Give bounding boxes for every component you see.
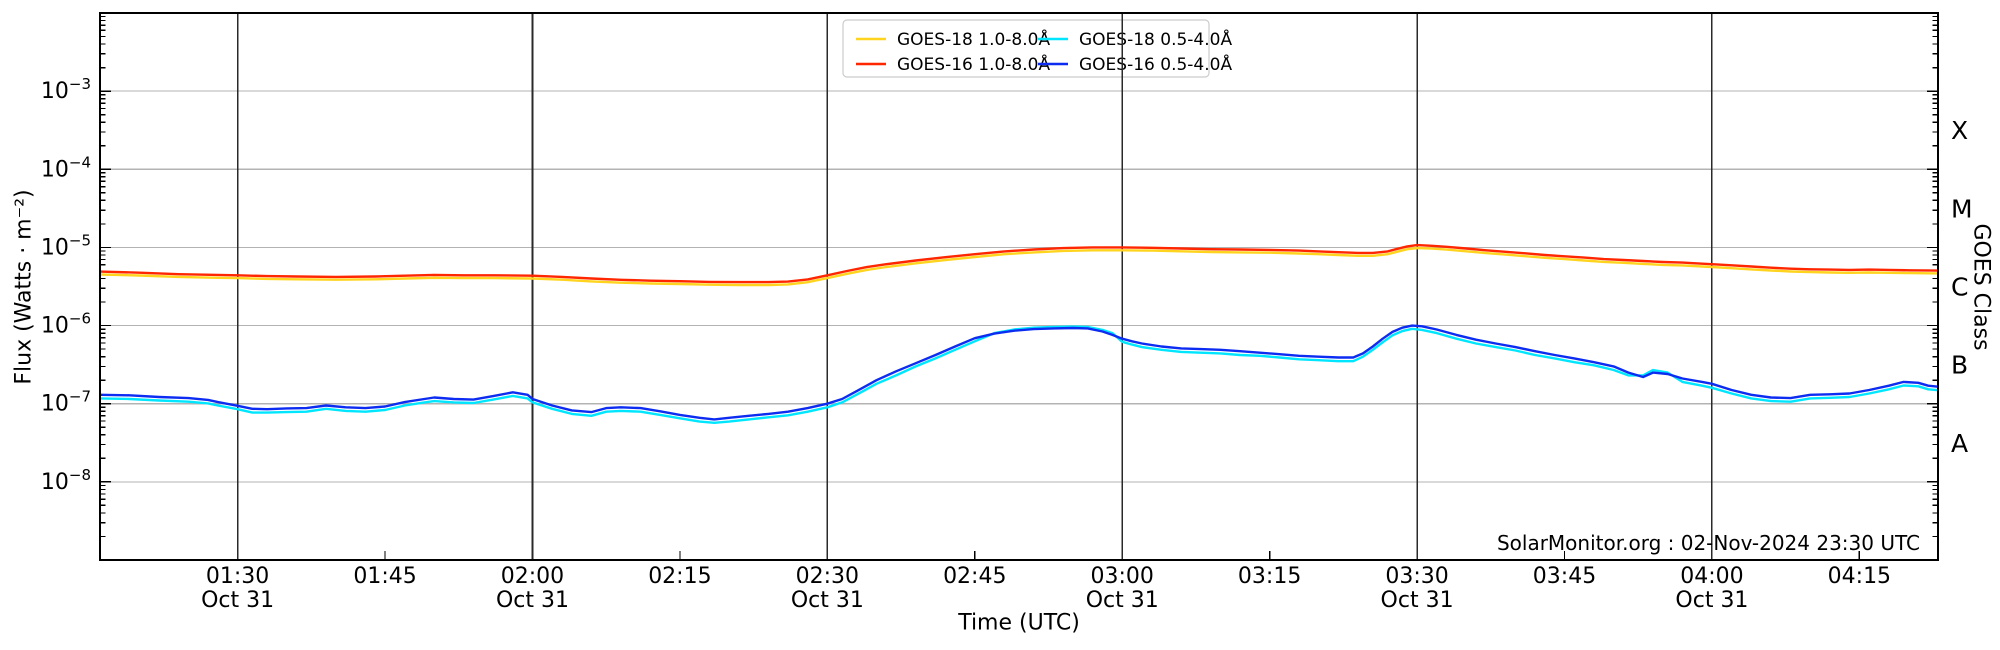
x-tick-date-02:00: Oct 31 [496,588,569,613]
legend-label: GOES-16 0.5-4.0Å [1079,53,1232,75]
goes-class-M: M [1951,194,1973,223]
y-axis-label: Flux (Watts · m⁻²) [11,189,37,385]
legend-label: GOES-18 0.5-4.0Å [1079,28,1232,50]
x-tick-label-01:45: 01:45 [353,564,416,589]
x-tick-label-04:15: 04:15 [1828,564,1891,589]
curve-GOES-18-1.0-8.0Å [100,246,1938,287]
x-tick-label-03:15: 03:15 [1238,564,1301,589]
y-tick-label-1e-5: 10−5 [41,231,91,260]
plot-frame [99,12,1939,561]
y-tick-label-1e-6: 10−6 [41,310,91,339]
x-tick-label-02:30: 02:30 [796,564,859,589]
x-tick-date-01:30: Oct 31 [201,588,274,613]
decade-gridlines [100,90,1938,483]
legend-entry-0: GOES-18 1.0-8.0Å [856,28,1050,50]
x-tick-date-03:00: Oct 31 [1086,588,1159,613]
x-tick-label-04:00: 04:00 [1680,564,1743,589]
x-tick-date-04:00: Oct 31 [1675,588,1748,613]
half-hour-gridlines [236,13,1713,560]
curve-GOES-18-0.5-4.0Å [100,325,1938,424]
goes-class-letters: X M C B A [1951,116,1973,458]
y-tick-label-1e-8: 10−8 [41,466,91,495]
plot-area [100,13,1938,560]
x-axis-label: Time (UTC) [958,610,1080,636]
legend-label: GOES-16 1.0-8.0Å [897,53,1050,75]
y-tick-labels: 10−3 10−4 10−5 10−6 10−7 10−8 [41,75,91,495]
legend: GOES-18 1.0-8.0Å GOES-16 1.0-8.0Å GOES-18 … [842,19,1232,78]
legend-label: GOES-18 1.0-8.0Å [897,28,1050,50]
x-tick-label-02:45: 02:45 [943,564,1006,589]
goes-class-X: X [1951,116,1968,145]
legend-box [842,19,1210,78]
legend-entry-1: GOES-16 1.0-8.0Å [856,53,1050,75]
goes-class-C: C [1951,273,1968,302]
x-tick-label-01:30: 01:30 [206,564,269,589]
x-tick-label-03:00: 03:00 [1091,564,1154,589]
x-tick-label-02:15: 02:15 [648,564,711,589]
watermark-text: SolarMonitor.org : 02-Nov-2024 23:30 UTC [1496,531,1920,555]
goes-class-A: A [1951,429,1968,458]
legend-entry-2: GOES-18 0.5-4.0Å [1038,28,1232,50]
goes-class-B: B [1951,351,1968,380]
x-tick-date-02:30: Oct 31 [791,588,864,613]
curve-GOES-16-0.5-4.0Å [100,324,1938,421]
y-tick-label-1e-3: 10−3 [41,75,91,104]
y-tick-label-1e-7: 10−7 [41,388,91,417]
x-tick-date-03:30: Oct 31 [1381,588,1454,613]
x-tick-label-03:30: 03:30 [1385,564,1448,589]
y-tick-label-1e-4: 10−4 [41,153,91,182]
right-axis-label: GOES Class [1968,223,1994,351]
legend-entry-3: GOES-16 0.5-4.0Å [1038,53,1232,75]
x-tick-label-03:45: 03:45 [1533,564,1596,589]
x-tick-label-02:00: 02:00 [501,564,564,589]
curve-GOES-16-1.0-8.0Å [100,243,1938,284]
flux-curves [100,243,1938,424]
